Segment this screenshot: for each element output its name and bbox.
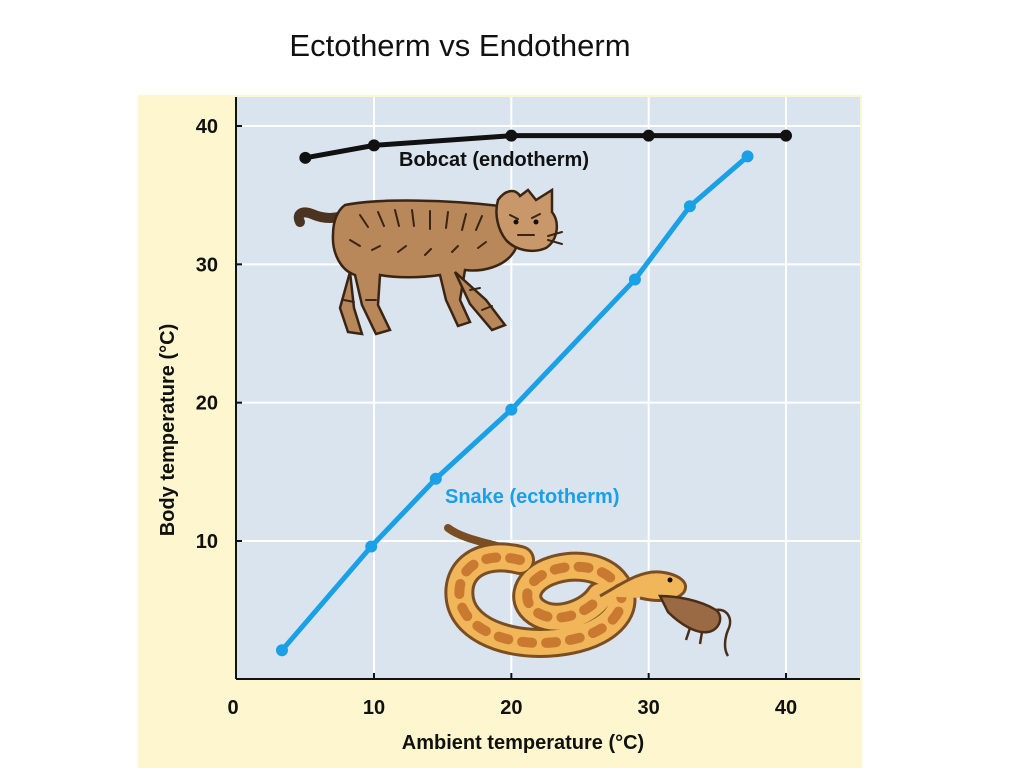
bobcat-illustration (293, 187, 563, 336)
snake-data-point (365, 540, 378, 553)
x-tick-label: 10 (363, 697, 385, 719)
labels: 0 10 20 30 40 10 20 30 40 Ambient temperature (°C… (157, 116, 797, 754)
bobcat-series-label: Bobcat (endotherm) (399, 149, 589, 171)
bobcat-data-point (780, 129, 792, 142)
snake-eating-mouse-illustration (444, 524, 732, 658)
x-tick-label: 40 (775, 697, 797, 719)
page-title: Ectotherm vs Endotherm (289, 28, 631, 63)
x-tick-label: 20 (500, 697, 522, 719)
x-tick-label: 30 (638, 697, 660, 719)
snake-data-point (683, 200, 696, 213)
bobcat-data-point (505, 129, 518, 142)
bobcat-data-point (299, 151, 312, 164)
bobcat-data-point (642, 129, 655, 142)
y-tick-label: 10 (196, 531, 218, 553)
snake-data-point (429, 472, 442, 485)
snake-data-point (628, 273, 641, 286)
axes (235, 97, 860, 680)
y-axis-label: Body temperature (°C) (157, 324, 179, 536)
snake-data-point (741, 150, 754, 163)
snake-data-point (505, 403, 518, 416)
snake-series-label: Snake (ectotherm) (445, 486, 620, 508)
snake-data-point (275, 644, 288, 657)
y-tick-label: 30 (196, 254, 218, 276)
y-tick-label: 40 (196, 116, 218, 138)
x-tick-label: 0 (227, 697, 238, 719)
x-axis-label: Ambient temperature (°C) (402, 732, 644, 754)
bobcat-data-point (368, 139, 380, 152)
series (275, 129, 792, 657)
y-tick-label: 20 (196, 393, 218, 415)
